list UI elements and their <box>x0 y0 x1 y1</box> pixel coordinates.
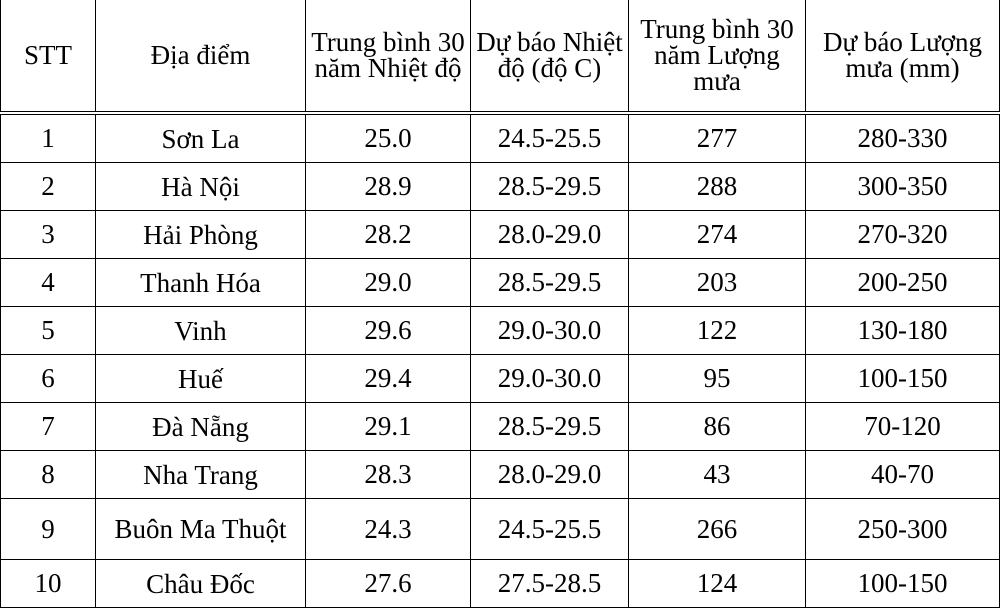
table-row: 1 Sơn La 25.0 24.5-25.5 277 280-330 <box>0 112 1000 163</box>
cell-forecast-rain: 270-320 <box>805 210 1000 259</box>
cell-location: Hải Phòng <box>95 210 306 259</box>
cell-forecast-rain: 40-70 <box>805 450 1000 499</box>
cell-avg-rain: 122 <box>628 306 806 355</box>
cell-avg-rain: 274 <box>628 210 806 259</box>
cell-forecast-rain: 280-330 <box>805 112 1000 163</box>
cell-location: Hà Nội <box>95 162 306 211</box>
cell-forecast-rain: 100-150 <box>805 354 1000 403</box>
cell-location: Sơn La <box>95 112 306 163</box>
cell-forecast-temp: 28.5-29.5 <box>470 162 629 211</box>
cell-forecast-temp: 28.0-29.0 <box>470 450 629 499</box>
cell-forecast-temp: 29.0-30.0 <box>470 354 629 403</box>
cell-avg-rain: 266 <box>628 498 806 560</box>
cell-stt: 9 <box>0 498 96 560</box>
cell-avg-temp: 28.3 <box>305 450 471 499</box>
cell-avg-rain: 43 <box>628 450 806 499</box>
cell-location: Vinh <box>95 306 306 355</box>
cell-avg-rain: 277 <box>628 112 806 163</box>
table-row: 3 Hải Phòng 28.2 28.0-29.0 274 270-320 <box>0 210 1000 259</box>
cell-avg-rain: 86 <box>628 402 806 451</box>
header-location: Địa điểm <box>95 0 306 114</box>
header-avg-temp: Trung bình 30 năm Nhiệt độ <box>305 0 471 114</box>
cell-forecast-rain: 100-150 <box>805 559 1000 608</box>
table-row: 2 Hà Nội 28.9 28.5-29.5 288 300-350 <box>0 162 1000 211</box>
cell-location: Thanh Hóa <box>95 258 306 307</box>
table-row: 7 Đà Nẵng 29.1 28.5-29.5 86 70-120 <box>0 402 1000 451</box>
cell-stt: 4 <box>0 258 96 307</box>
cell-forecast-rain: 250-300 <box>805 498 1000 560</box>
cell-location: Buôn Ma Thuột <box>95 498 306 560</box>
cell-stt: 2 <box>0 162 96 211</box>
cell-avg-temp: 29.4 <box>305 354 471 403</box>
cell-location: Đà Nẵng <box>95 402 306 451</box>
cell-stt: 6 <box>0 354 96 403</box>
header-forecast-temp: Dự báo Nhiệt độ (độ C) <box>470 0 629 114</box>
cell-avg-temp: 25.0 <box>305 112 471 163</box>
cell-forecast-rain: 130-180 <box>805 306 1000 355</box>
cell-forecast-temp: 24.5-25.5 <box>470 498 629 560</box>
cell-forecast-rain: 300-350 <box>805 162 1000 211</box>
cell-avg-rain: 124 <box>628 559 806 608</box>
cell-forecast-temp: 29.0-30.0 <box>470 306 629 355</box>
table-row: 6 Huế 29.4 29.0-30.0 95 100-150 <box>0 354 1000 403</box>
cell-avg-rain: 203 <box>628 258 806 307</box>
cell-forecast-temp: 28.0-29.0 <box>470 210 629 259</box>
cell-forecast-temp: 24.5-25.5 <box>470 112 629 163</box>
cell-avg-temp: 24.3 <box>305 498 471 560</box>
cell-stt: 10 <box>0 559 96 608</box>
cell-stt: 3 <box>0 210 96 259</box>
cell-forecast-temp: 27.5-28.5 <box>470 559 629 608</box>
table-row: 4 Thanh Hóa 29.0 28.5-29.5 203 200-250 <box>0 258 1000 307</box>
cell-forecast-rain: 200-250 <box>805 258 1000 307</box>
cell-stt: 1 <box>0 112 96 163</box>
header-stt: STT <box>0 0 96 114</box>
cell-forecast-temp: 28.5-29.5 <box>470 258 629 307</box>
cell-forecast-temp: 28.5-29.5 <box>470 402 629 451</box>
cell-forecast-rain: 70-120 <box>805 402 1000 451</box>
table-row: 8 Nha Trang 28.3 28.0-29.0 43 40-70 <box>0 450 1000 499</box>
table-row: 10 Châu Đốc 27.6 27.5-28.5 124 100-150 <box>0 559 1000 608</box>
cell-avg-temp: 29.1 <box>305 402 471 451</box>
header-forecast-rain: Dự báo Lượng mưa (mm) <box>805 0 1000 114</box>
cell-avg-rain: 288 <box>628 162 806 211</box>
header-row: STT Địa điểm Trung bình 30 năm Nhiệt độ Dự … <box>0 0 1000 114</box>
cell-stt: 5 <box>0 306 96 355</box>
cell-stt: 8 <box>0 450 96 499</box>
cell-avg-temp: 27.6 <box>305 559 471 608</box>
cell-location: Nha Trang <box>95 450 306 499</box>
cell-avg-rain: 95 <box>628 354 806 403</box>
cell-location: Châu Đốc <box>95 559 306 608</box>
cell-avg-temp: 29.6 <box>305 306 471 355</box>
cell-avg-temp: 28.9 <box>305 162 471 211</box>
cell-avg-temp: 28.2 <box>305 210 471 259</box>
cell-stt: 7 <box>0 402 96 451</box>
table-row: 9 Buôn Ma Thuột 24.3 24.5-25.5 266 250-300 <box>0 498 1000 560</box>
table-row: 5 Vinh 29.6 29.0-30.0 122 130-180 <box>0 306 1000 355</box>
header-avg-rain: Trung bình 30 năm Lượng mưa <box>628 0 806 114</box>
cell-location: Huế <box>95 354 306 403</box>
cell-avg-temp: 29.0 <box>305 258 471 307</box>
